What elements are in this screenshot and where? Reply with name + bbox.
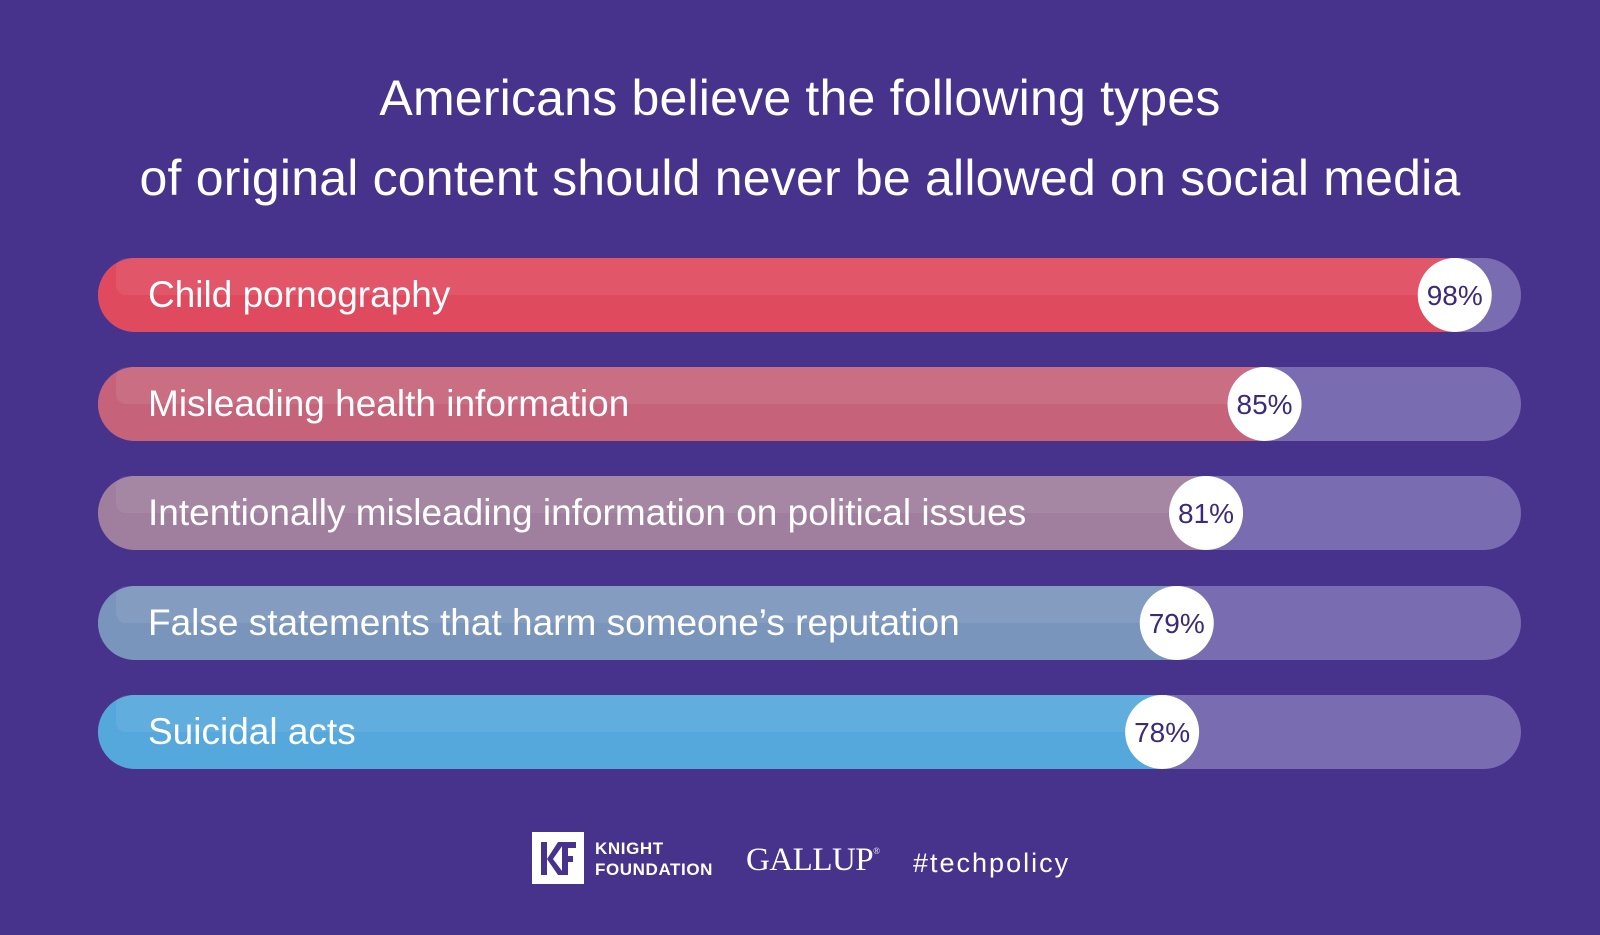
- value-badge: [1169, 476, 1244, 550]
- bar-highlight: [116, 586, 1196, 623]
- bar-label: False statements that harm someone’s rep…: [148, 602, 960, 643]
- bar-highlight: [116, 367, 1284, 404]
- value-label: 78%: [1134, 717, 1190, 748]
- value-label: 79%: [1149, 608, 1205, 639]
- knight-foundation-name: KNIGHT FOUNDATION: [595, 838, 713, 880]
- bar-label: Misleading health information: [148, 383, 629, 424]
- bar: [98, 695, 1200, 769]
- value-badge: [1417, 258, 1492, 332]
- bar: [98, 586, 1214, 660]
- value-badge: [1125, 695, 1200, 769]
- chart-title-line-1: Americans believe the following types: [379, 70, 1221, 126]
- value-badge: [1139, 586, 1214, 660]
- footer: KNIGHT FOUNDATION GALLUP® #techpolicy: [0, 828, 1600, 888]
- value-label: 81%: [1178, 498, 1234, 529]
- chart-title: Americans believe the following types of…: [0, 58, 1600, 218]
- gallup-logo: GALLUP®: [746, 842, 880, 879]
- bar-label: Intentionally misleading information on …: [148, 492, 1026, 533]
- gallup-wordmark: GALLUP: [746, 842, 874, 878]
- bar-highlight: [116, 695, 1182, 732]
- bar-highlight: [116, 258, 1474, 295]
- bar: [98, 476, 1244, 550]
- bar: [98, 367, 1302, 441]
- bar-label: Suicidal acts: [148, 711, 356, 752]
- value-label: 98%: [1427, 280, 1483, 311]
- chart-title-line-2: of original content should never be allo…: [139, 150, 1461, 206]
- bar-highlight: [116, 476, 1226, 513]
- value-label: 85%: [1237, 389, 1293, 420]
- bar-label: Child pornography: [148, 274, 451, 315]
- bar-chart: Child pornography 98% Misleading health in…: [98, 258, 1521, 769]
- knight-foundation-line-2: FOUNDATION: [595, 860, 714, 879]
- hashtag: #techpolicy: [913, 848, 1071, 878]
- kf-logo-mark: [541, 842, 576, 875]
- gallup-registered-mark: ®: [873, 846, 880, 856]
- knight-foundation-line-1: KNIGHT: [595, 839, 664, 858]
- bar: [98, 258, 1492, 332]
- value-badge: [1227, 367, 1302, 441]
- knight-foundation-logo: [532, 832, 584, 884]
